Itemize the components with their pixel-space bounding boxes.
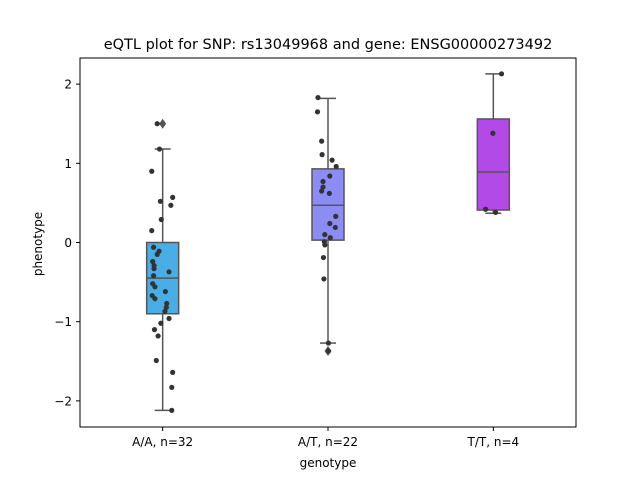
group-2-data-point-21 (325, 340, 332, 346)
group-1-data-point-21 (152, 296, 158, 302)
y-tick-label-1: −2 (54, 394, 72, 408)
axes-frame (79, 57, 577, 428)
group-1-data-point-25 (166, 315, 172, 322)
group-2-x-tick-label: A/T, n=22 (298, 435, 358, 449)
group-2-data-point-12 (333, 213, 339, 219)
group-2-data-point-19 (320, 254, 327, 261)
group-1-data-point-7 (158, 216, 164, 223)
group-1-data-point-32 (169, 407, 175, 413)
group-1-data-point-24 (162, 308, 168, 314)
group-2-data-point-15 (322, 231, 328, 238)
group-2-data-point-18 (322, 242, 328, 248)
y-tick-label-2: −1 (54, 315, 72, 329)
group-1-data-point-22 (164, 300, 170, 307)
group-1-data-point-4 (170, 194, 176, 200)
group-2-data-point-8 (320, 178, 326, 185)
group-1-data-point-31 (169, 384, 175, 391)
group-1-data-point-6 (168, 202, 174, 208)
group-3-data-point-1 (498, 71, 505, 77)
group-2-data-point-9 (320, 184, 326, 190)
y-axis-label: phenotype (31, 212, 45, 276)
group-2-data-point-16 (327, 235, 333, 241)
group-1-data-point-15 (166, 269, 172, 275)
group-2-data-point-10 (319, 188, 325, 194)
group-1-data-point-1 (154, 121, 160, 127)
group-1-data-point-18 (152, 284, 158, 290)
y-tick-label-4: 1 (64, 157, 72, 171)
group-1-data-point-14 (151, 266, 157, 272)
group-1-data-point-26 (158, 320, 164, 326)
group-1-data-point-5 (157, 198, 163, 204)
group-2-box (311, 168, 345, 241)
group-2-data-point-6 (333, 163, 339, 170)
group-2-data-point-20 (321, 276, 327, 282)
group-3-data-point-4 (493, 209, 499, 216)
group-1-data-point-11 (154, 251, 160, 257)
plot-area: A/A, n=32 A/T, n=22 T/T, n=4 −2 −1 0 1 2 (54, 57, 577, 449)
group-1-data-point-3 (149, 168, 155, 174)
group-3-x-tick-label: T/T, n=4 (467, 435, 520, 449)
group-3-data-point-3 (483, 206, 489, 212)
group-1-data-point-30 (170, 369, 176, 375)
x-axis-label: genotype (300, 456, 357, 470)
chart-title: eQTL plot for SNP: rs13049968 and gene: … (104, 37, 553, 53)
group-2-data-point-1 (315, 94, 321, 101)
group-2-data-point-5 (329, 157, 335, 163)
group-1-outlier-1 (159, 118, 167, 129)
group-1-data-point-8 (149, 228, 155, 234)
group-2-data-point-13 (327, 220, 333, 227)
group-1-data-point-19 (162, 288, 168, 295)
y-tick-label-3: 0 (64, 236, 72, 250)
group-1-data-point-12 (150, 258, 156, 265)
group-3-data-point-2 (490, 130, 496, 136)
group-1-data-point-27 (151, 327, 158, 333)
group-2-data-point-3 (319, 138, 325, 144)
group-2-data-point-11 (326, 190, 332, 197)
group-1-x-tick-label: A/A, n=32 (132, 435, 193, 449)
group-1-data-point-16 (150, 273, 157, 279)
group-1-data-point-23 (163, 304, 169, 311)
group-2-data-point-14 (332, 224, 338, 231)
y-tick-label-5: 2 (64, 78, 72, 92)
group-1-data-point-28 (155, 333, 161, 339)
group-1-data-point-2 (156, 146, 163, 152)
group-2-data-point-4 (319, 152, 325, 158)
group-1-data-point-9 (150, 244, 157, 250)
group-2-data-point-7 (327, 173, 333, 179)
group-2-data-point-22 (325, 348, 332, 354)
group-2-data-point-2 (314, 109, 321, 115)
group-1-data-point-29 (153, 357, 159, 364)
